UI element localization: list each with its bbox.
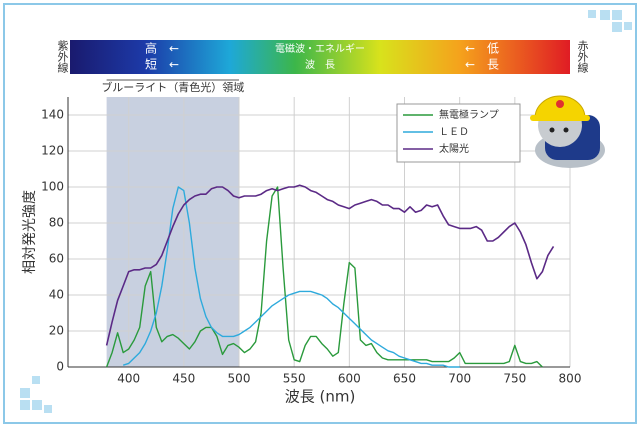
blue-light-region — [106, 97, 240, 367]
x-tick-label: 550 — [283, 372, 306, 386]
y-tick-label: 80 — [49, 216, 64, 230]
series-line — [105, 184, 555, 346]
x-tick-label: 600 — [338, 372, 361, 386]
spectrum-low: ← 低 — [465, 42, 499, 56]
corner-deco — [20, 10, 632, 413]
series-line — [122, 186, 460, 368]
mascot — [530, 95, 605, 168]
legend-label: ＬＥＤ — [439, 127, 469, 138]
spectrum-energy: 電磁波・エネルギー — [275, 42, 365, 55]
spectrum-short: 短 ← — [145, 58, 179, 72]
region-label: ブルーライト（青色光）領域 — [101, 80, 244, 94]
y-tick-label: 140 — [41, 108, 64, 122]
y-tick-label: 120 — [41, 144, 64, 158]
x-tick-label: 650 — [393, 372, 416, 386]
legend-label: 無電極ランプ — [439, 108, 499, 121]
x-tick-label: 400 — [117, 372, 140, 386]
x-tick-label: 500 — [228, 372, 251, 386]
x-tick-label: 700 — [448, 372, 471, 386]
spectrum-left: 紫外線 — [56, 40, 69, 73]
spectrum-high: 高 ← — [145, 41, 179, 56]
series-line — [105, 186, 543, 368]
y-axis-label: 相対発光強度 — [22, 190, 38, 274]
spectrum-long: ← 長 — [465, 58, 499, 72]
y-tick-label: 0 — [56, 360, 64, 374]
x-tick-label: 800 — [559, 372, 582, 386]
x-tick-label: 450 — [172, 372, 195, 386]
y-tick-label: 20 — [49, 324, 64, 338]
frame — [3, 3, 637, 424]
y-tick-label: 100 — [41, 180, 64, 194]
spectrum-wave: 波 長 — [305, 58, 335, 71]
legend-label: 太陽光 — [439, 142, 469, 155]
legend-box — [396, 103, 521, 163]
spectrum-bar — [70, 40, 570, 74]
y-tick-label: 60 — [49, 252, 64, 266]
y-tick-label: 40 — [49, 288, 64, 302]
spectrum-right: 赤外線 — [576, 40, 589, 73]
x-tick-label: 750 — [503, 372, 526, 386]
x-axis-label: 波長 (nm) — [285, 388, 356, 406]
